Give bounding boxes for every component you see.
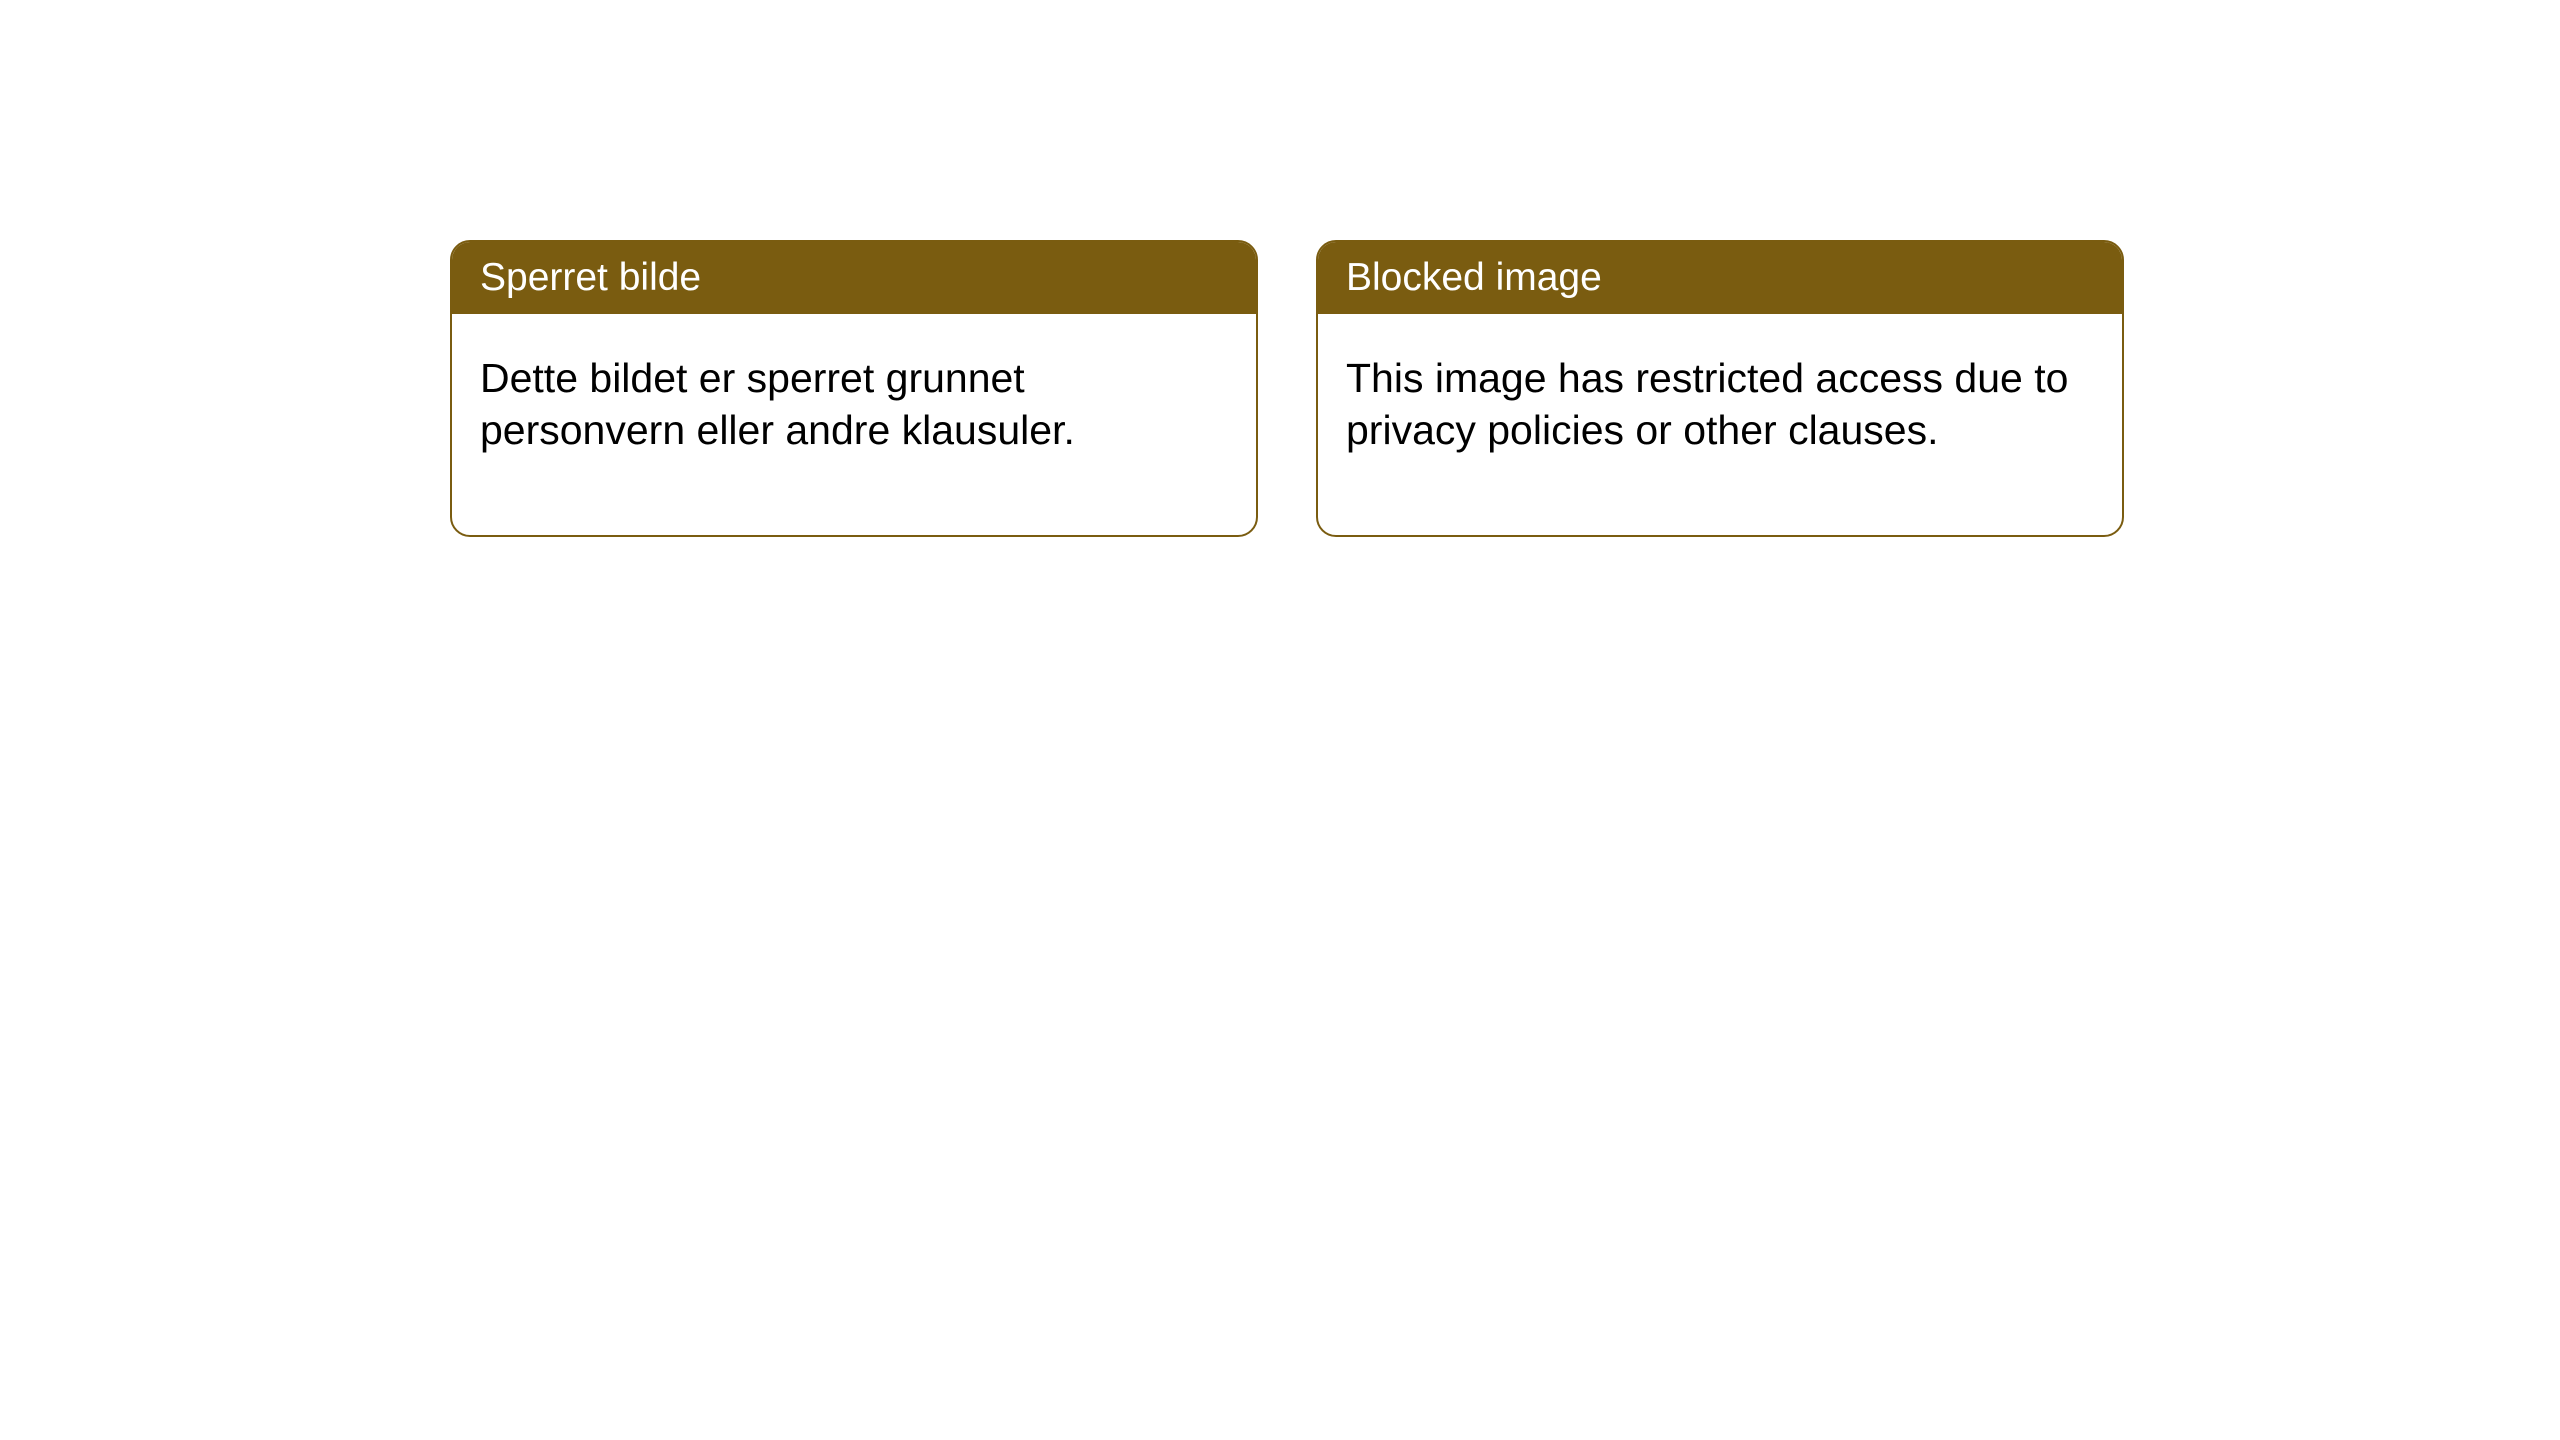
blocked-image-card-en: Blocked image This image has restricted … (1316, 240, 2124, 537)
card-text-no: Dette bildet er sperret grunnet personve… (480, 355, 1075, 453)
card-text-en: This image has restricted access due to … (1346, 355, 2068, 453)
card-body-no: Dette bildet er sperret grunnet personve… (452, 314, 1256, 535)
card-header-en: Blocked image (1318, 242, 2122, 314)
card-title-no: Sperret bilde (480, 256, 701, 299)
card-title-en: Blocked image (1346, 256, 1602, 299)
blocked-image-card-no: Sperret bilde Dette bildet er sperret gr… (450, 240, 1258, 537)
card-body-en: This image has restricted access due to … (1318, 314, 2122, 535)
card-header-no: Sperret bilde (452, 242, 1256, 314)
notice-cards-row: Sperret bilde Dette bildet er sperret gr… (0, 0, 2560, 537)
